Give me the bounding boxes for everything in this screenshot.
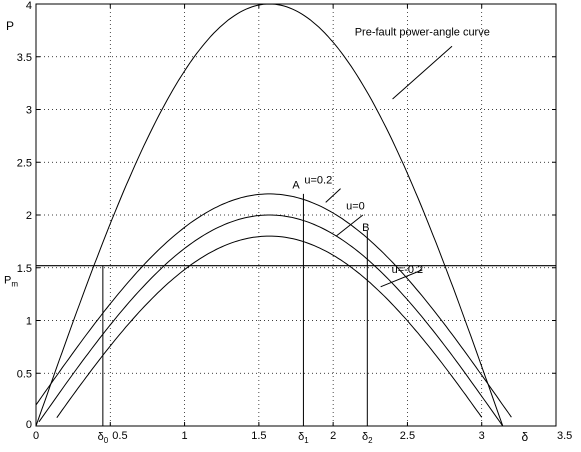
x-axis-label: δ — [521, 430, 528, 444]
x-axis-ticks: 0 0.5 1 1.5 2 2.5 3 3.5 — [33, 4, 572, 442]
marks-layer — [36, 45, 556, 426]
grid-layer — [36, 4, 556, 426]
x-tick-label: 3 — [479, 430, 485, 442]
y-tick-label: 3 — [26, 105, 32, 117]
x-tick-label: 2.5 — [400, 430, 415, 442]
curve-u_minus — [56, 235, 483, 418]
y-tick-label: 0 — [26, 419, 32, 431]
x-tick-label: 1.5 — [251, 430, 266, 442]
annotation-u_plus: u=0.2 — [304, 174, 332, 186]
delta-label-d0: δ0 — [98, 431, 109, 445]
delta-label-d1: δ1 — [298, 431, 309, 445]
annotation-u_zero: u=0 — [346, 201, 365, 213]
point-label-A: A — [292, 180, 300, 192]
pm-label: Pm — [4, 275, 18, 289]
series-layer — [35, 3, 512, 427]
y-axis-label: P — [6, 19, 14, 33]
label-layer: Pre-fault power-angle curve u=0.2 u=0 u=-0.… — [4, 19, 528, 445]
leader-prefault — [392, 45, 453, 100]
leader-u_zero — [335, 214, 364, 237]
leader-u_minus — [380, 269, 423, 288]
y-tick-label: 1.5 — [17, 263, 32, 275]
delta-label-d2: δ2 — [362, 431, 373, 445]
curve-u_zero — [38, 214, 503, 426]
y-tick-label: 2.5 — [17, 157, 32, 169]
curve-u_plus — [35, 193, 512, 418]
x-tick-label: 0.5 — [112, 430, 127, 442]
y-axis-ticks: 0 0.5 1 1.5 2 2.5 3 3.5 4 — [17, 0, 556, 431]
x-tick-label: 2 — [330, 430, 336, 442]
y-tick-label: 2 — [26, 210, 32, 222]
x-tick-label: 0 — [33, 430, 39, 442]
y-tick-label: 1 — [26, 316, 32, 328]
annotation-u_minus: u=-0.2 — [392, 264, 424, 276]
annotation-prefault: Pre-fault power-angle curve — [355, 27, 490, 39]
point-label-B: B — [362, 222, 369, 234]
x-tick-label: 1 — [182, 430, 188, 442]
x-tick-label: 3.5 — [557, 430, 572, 442]
y-tick-label: 3.5 — [17, 52, 32, 64]
curve-prefault — [35, 3, 504, 427]
y-tick-label: 4 — [26, 0, 32, 12]
y-tick-label: 0.5 — [17, 368, 32, 380]
leader-u_plus — [325, 188, 341, 203]
